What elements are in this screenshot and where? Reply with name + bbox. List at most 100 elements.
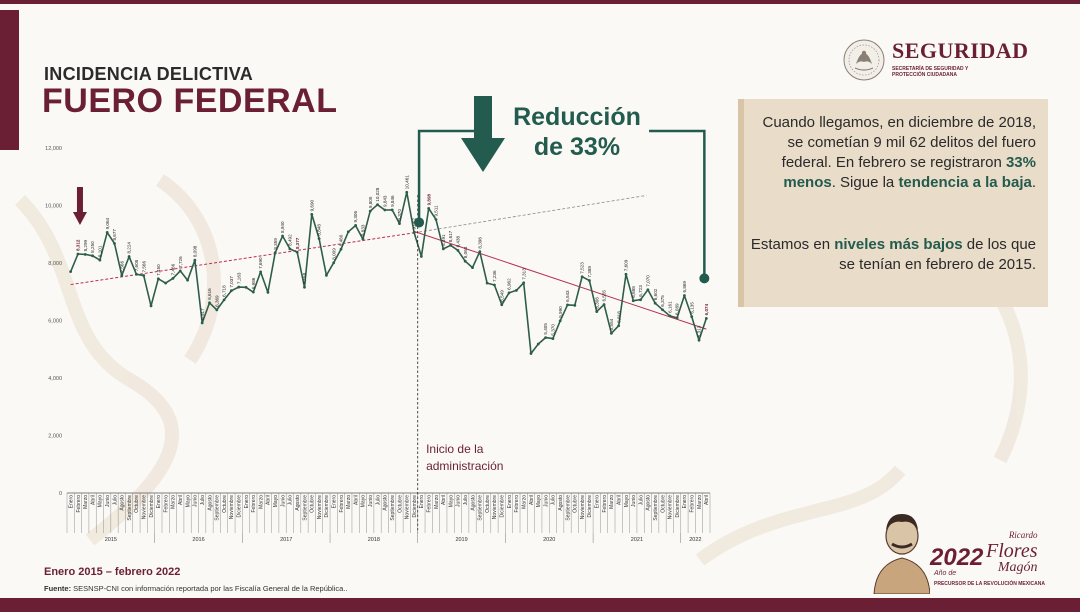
- data-point: [704, 316, 708, 320]
- x-month-label: Julio: [288, 495, 294, 506]
- data-label: 5,818: [616, 311, 621, 323]
- data-label: 8,940: [280, 221, 285, 233]
- data-point: [478, 250, 482, 254]
- callout-p2-bold: niveles más bajos: [834, 236, 963, 253]
- x-month-label: Agosto: [558, 495, 564, 511]
- data-label: 8,063: [463, 246, 468, 258]
- logo-subtitle: SECRETARÍA DE SEGURIDAD Y PROTECCIÓN CIU…: [892, 66, 969, 78]
- data-label: 7,070: [645, 275, 650, 287]
- data-label: 8,396: [477, 237, 482, 249]
- x-month-label: Octubre: [573, 495, 579, 513]
- x-month-label: Noviembre: [142, 495, 148, 519]
- data-label: 8,677: [112, 229, 117, 241]
- x-month-label: Mayo: [624, 495, 630, 507]
- data-point: [113, 242, 116, 245]
- data-point: [697, 338, 701, 342]
- data-point: [361, 237, 365, 241]
- x-month-label: Febrero: [251, 495, 257, 513]
- data-label: 7,466: [171, 263, 176, 275]
- data-label: 9,511: [434, 205, 439, 217]
- data-point: [522, 281, 526, 285]
- data-point: [230, 289, 233, 293]
- data-point: [288, 247, 292, 251]
- data-label: 7,389: [587, 266, 592, 278]
- data-point: [295, 250, 299, 254]
- data-point: [149, 304, 153, 308]
- data-point: [237, 285, 241, 289]
- logo-name: SEGURIDAD: [892, 38, 1029, 63]
- data-point: [675, 316, 679, 320]
- data-label: 10,028: [375, 187, 380, 201]
- x-month-label: Mayo: [273, 495, 279, 507]
- x-month-label: Diciembre: [237, 495, 243, 518]
- data-label: 8,359: [273, 238, 278, 250]
- x-month-label: Enero: [507, 495, 513, 509]
- data-label: 7,608: [134, 259, 139, 271]
- x-month-label: Junio: [280, 495, 286, 507]
- data-label: 8,098: [192, 245, 197, 257]
- x-month-label: Julio: [200, 495, 206, 506]
- x-month-label: Octubre: [134, 495, 140, 513]
- data-point: [434, 218, 438, 221]
- data-point: [529, 352, 533, 355]
- data-point: [617, 324, 621, 328]
- x-month-label: Febrero: [339, 495, 345, 513]
- data-label: 9,843: [382, 195, 387, 207]
- x-month-label: Diciembre: [324, 495, 330, 518]
- data-point: [164, 281, 168, 285]
- x-month-label: Abril: [704, 495, 710, 505]
- data-label: 6,161: [667, 301, 672, 313]
- x-month-label: Septiembre: [390, 495, 396, 521]
- x-month-label: Agosto: [295, 495, 301, 511]
- seguridad-logo: SEGURIDAD SECRETARÍA DE SEGURIDAD Y PROT…: [842, 36, 1052, 82]
- bottom-accent-bar: [0, 598, 1080, 612]
- data-point: [200, 321, 204, 325]
- data-label: 6,135: [689, 302, 694, 314]
- x-month-label: Septiembre: [215, 495, 221, 521]
- callout-p2-text1: Estamos en: [750, 236, 835, 253]
- x-month-label: Agosto: [470, 495, 476, 511]
- data-point: [83, 253, 87, 256]
- x-month-label: Abril: [90, 495, 96, 505]
- x-month-label: Abril: [353, 495, 359, 505]
- x-year-label: 2021: [631, 537, 643, 543]
- data-label: 6,962: [507, 278, 512, 290]
- x-month-label: Noviembre: [492, 495, 498, 519]
- x-month-label: Mayo: [536, 495, 542, 507]
- trend-after-line: [413, 230, 707, 330]
- x-month-label: Septiembre: [302, 495, 308, 521]
- data-label: 8,617: [448, 230, 453, 242]
- x-month-label: Octubre: [310, 495, 316, 513]
- x-month-label: Septiembre: [565, 495, 571, 521]
- x-month-label: Enero: [68, 495, 74, 509]
- data-label: 8,833: [361, 224, 366, 236]
- x-month-label: Febrero: [602, 495, 608, 513]
- x-month-label: Abril: [178, 495, 184, 505]
- badge-name-2: Flores: [986, 540, 1038, 562]
- x-year-label: 2017: [280, 537, 292, 543]
- x-month-label: Febrero: [690, 495, 696, 513]
- eagle-seal-icon: [843, 39, 885, 81]
- x-month-label: Junio: [105, 495, 111, 507]
- portrait-icon: [873, 514, 930, 594]
- x-month-label: Junio: [631, 495, 637, 507]
- x-month-label: Junio: [193, 495, 199, 507]
- x-month-label: Julio: [112, 495, 118, 506]
- reduction-line-2: de 33%: [533, 133, 621, 161]
- x-month-label: Febrero: [426, 495, 432, 513]
- x-year-label: 2022: [689, 537, 701, 543]
- data-point: [281, 234, 284, 238]
- data-point: [485, 281, 489, 285]
- x-month-label: Julio: [551, 495, 557, 506]
- x-month-label: Abril: [529, 495, 535, 505]
- x-month-label: Enero: [331, 495, 337, 509]
- data-point: [142, 274, 146, 277]
- data-label: 9,690: [309, 199, 314, 211]
- x-month-label: Julio: [375, 495, 381, 506]
- data-point: [127, 255, 131, 258]
- x-year-label: 2018: [368, 537, 380, 543]
- data-point: [383, 208, 387, 212]
- data-point: [631, 299, 635, 303]
- data-point: [646, 288, 650, 292]
- data-point: [573, 303, 577, 307]
